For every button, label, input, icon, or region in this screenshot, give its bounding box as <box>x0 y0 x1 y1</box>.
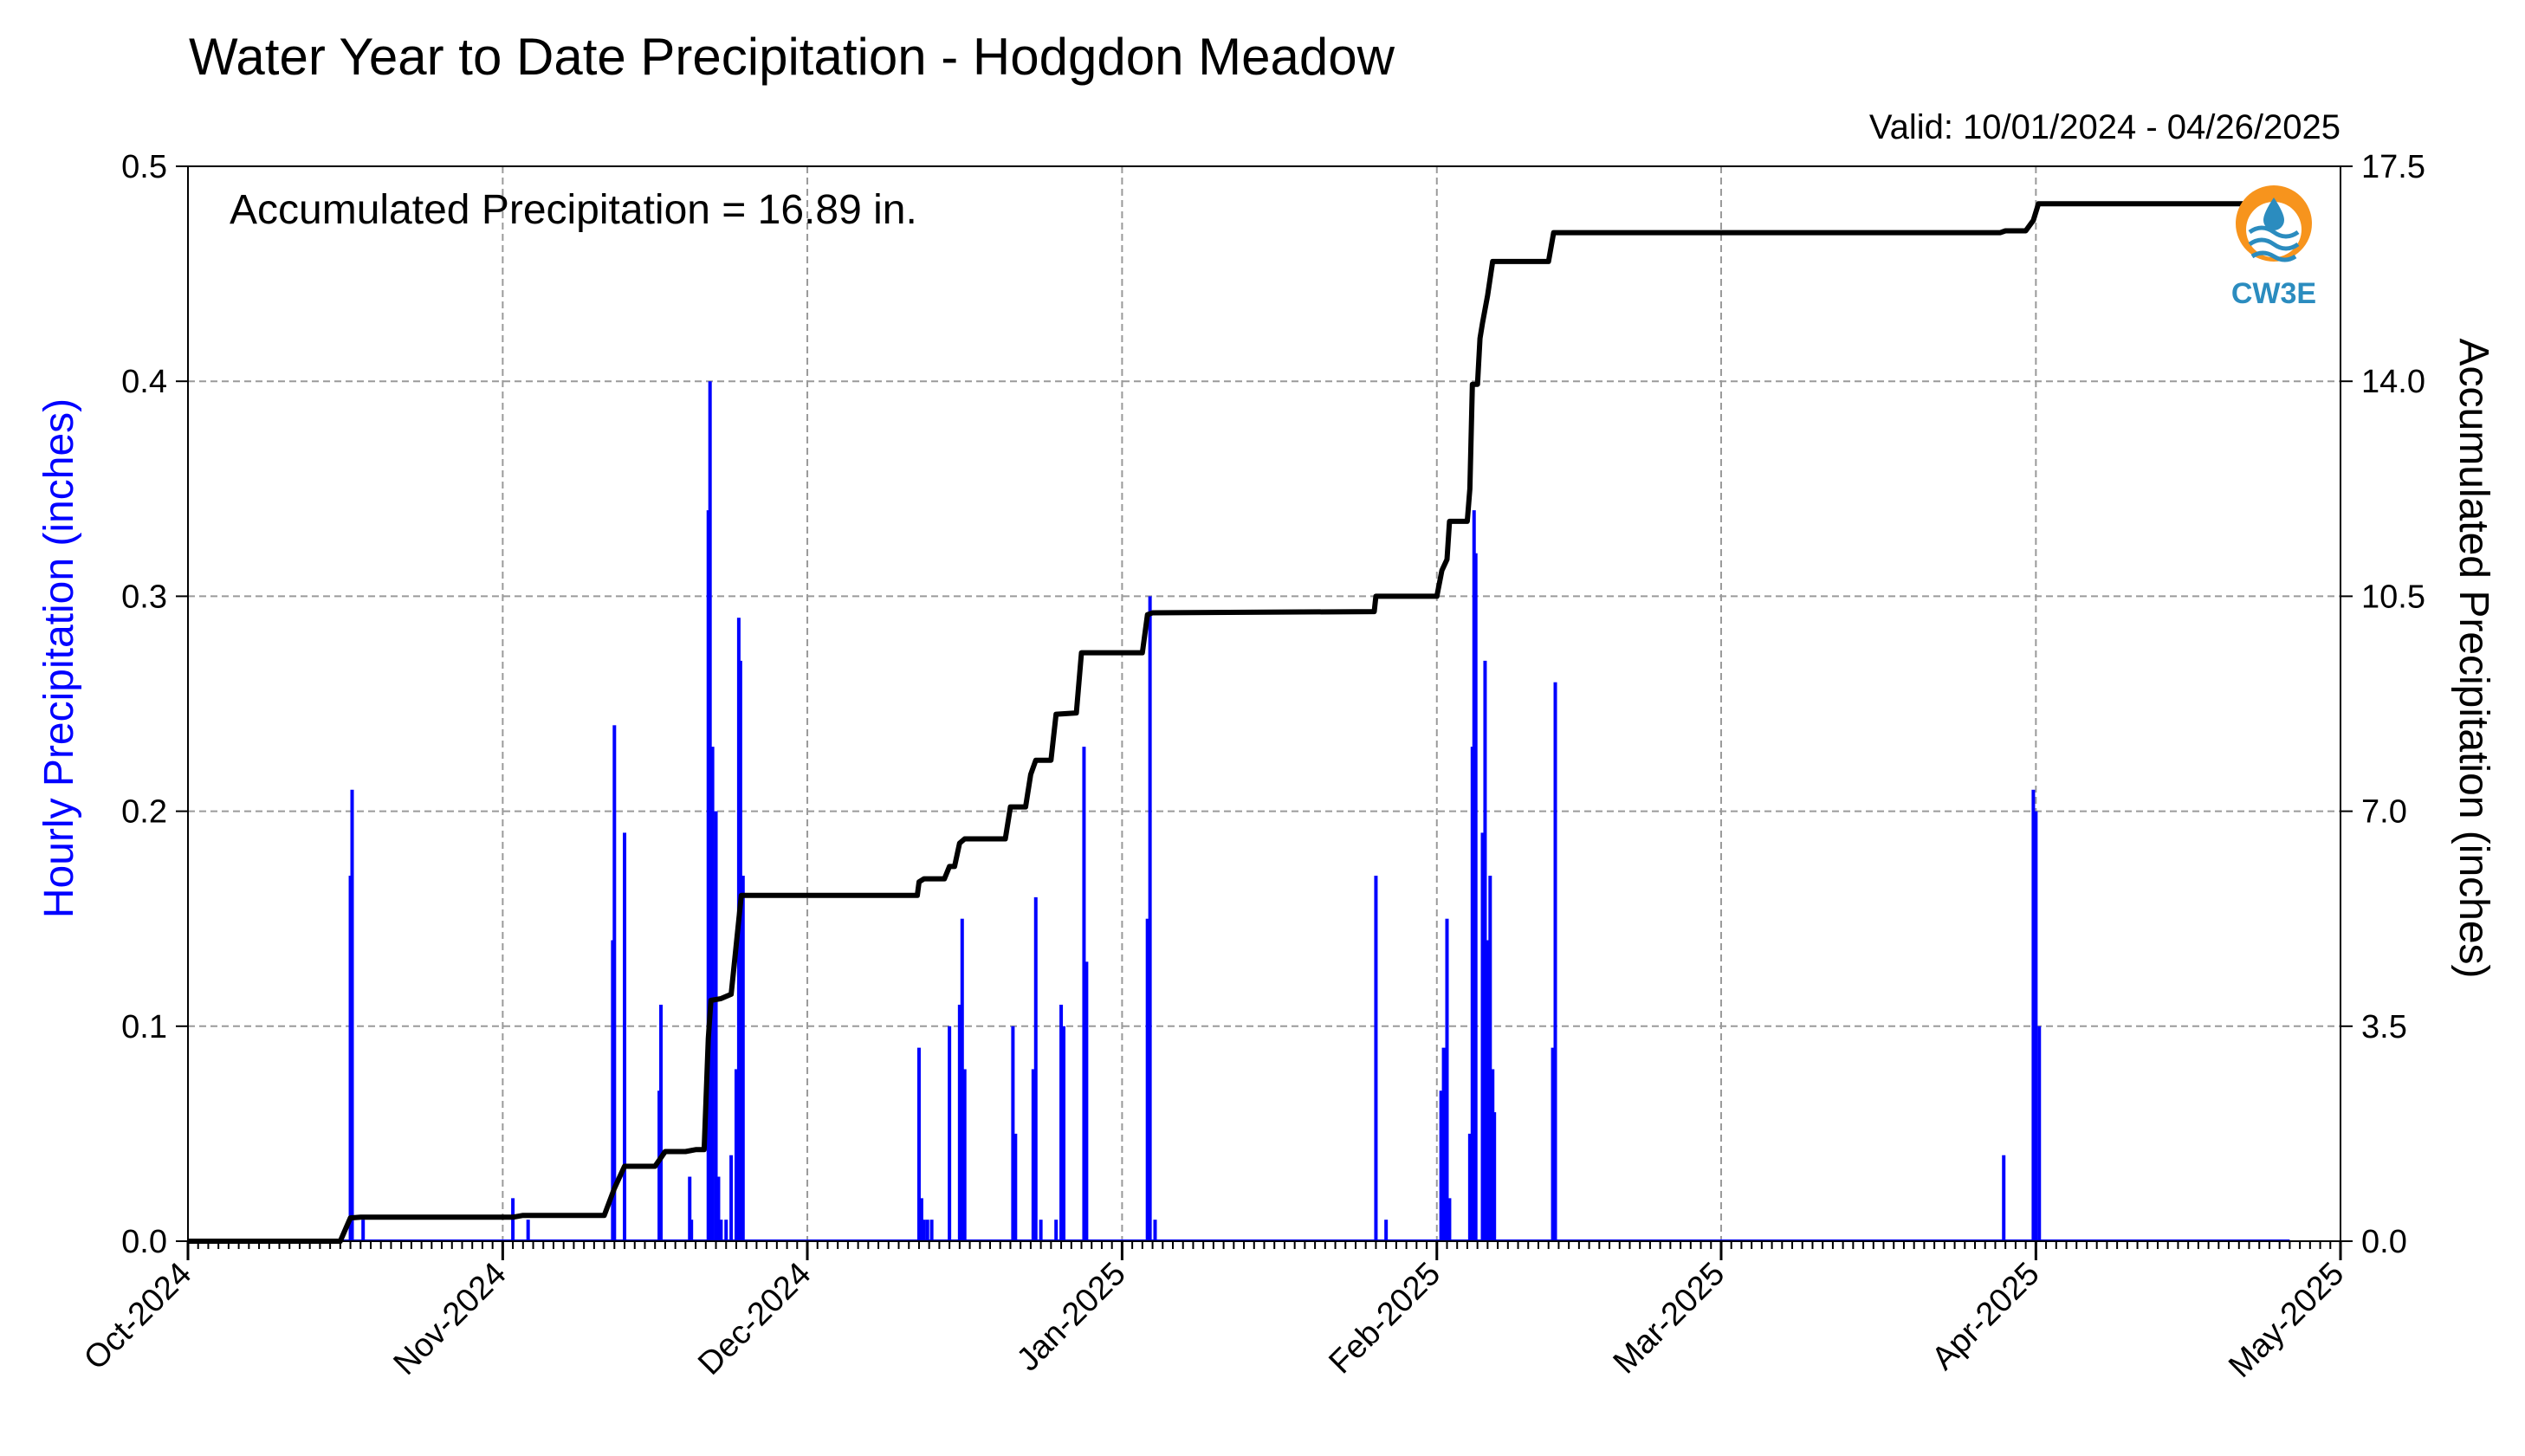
precip-bar <box>690 1220 694 1241</box>
precip-bar <box>1374 876 1378 1241</box>
precip-bar <box>716 1176 721 1241</box>
logo-drop-icon <box>2263 197 2284 230</box>
logo-waves-icon <box>2248 225 2300 262</box>
precip-bar <box>1033 896 1038 1241</box>
precip-bar <box>659 1004 664 1241</box>
x-tick-label: Apr-2025 <box>1925 1256 2046 1377</box>
y-left-tick-label: 0.0 <box>121 1224 167 1260</box>
y-right-tick-label: 3.5 <box>2361 1009 2407 1045</box>
chart-subtitle: Valid: 10/01/2024 - 04/26/2025 <box>1869 108 2340 146</box>
y-left-tick-label: 0.4 <box>121 364 167 400</box>
precip-bar <box>714 811 718 1241</box>
precip-bar <box>612 725 617 1241</box>
accumulated-annotation: Accumulated Precipitation = 16.89 in. <box>230 187 917 233</box>
precip-bar <box>1384 1220 1389 1241</box>
x-tick-label: Oct-2024 <box>77 1256 198 1377</box>
precip-bar <box>957 1004 961 1241</box>
precip-bar <box>1039 1220 1043 1241</box>
precip-bar <box>916 1047 921 1241</box>
grid <box>188 166 2340 1241</box>
precip-bar <box>1553 682 1557 1241</box>
precip-bar <box>738 660 742 1241</box>
accumulated-precip-line <box>188 201 2290 1244</box>
precip-bar <box>708 381 712 1241</box>
precip-bar <box>1473 553 1478 1241</box>
precip-bar <box>1480 832 1485 1241</box>
y-right-axis-label: Accumulated Precipitation (inches) <box>2451 338 2496 978</box>
precip-bar <box>960 918 964 1241</box>
precip-bar <box>1483 660 1487 1241</box>
precip-bar <box>2037 1026 2042 1241</box>
y-right-tick-label: 0.0 <box>2361 1224 2407 1260</box>
precip-bar <box>1082 747 1086 1241</box>
axis-ticks: 0.0 0.0 0.1 3.5 0.2 7.0 0.3 10.5 0.4 14.0 0.5 17.5 O… <box>77 149 2425 1385</box>
precip-bar <box>1551 1047 1555 1241</box>
precip-bar <box>1059 1004 1064 1241</box>
logo-text: CW3E <box>2231 277 2316 310</box>
precip-bar <box>526 1220 530 1241</box>
precip-bar <box>1031 1069 1035 1241</box>
precip-bar <box>1439 1090 1443 1241</box>
cw3e-logo: CW3E <box>2231 185 2316 310</box>
precip-bar <box>350 789 354 1241</box>
precip-bar <box>1492 1112 1497 1241</box>
precip-bar <box>1148 596 1152 1241</box>
precip-bar <box>922 1220 926 1241</box>
precip-bar <box>724 1220 728 1241</box>
y-right-tick-label: 7.0 <box>2361 794 2407 831</box>
precip-bar <box>1445 918 1449 1241</box>
precip-bar <box>1488 876 1492 1241</box>
precip-bar <box>361 1220 366 1241</box>
y-left-tick-label: 0.2 <box>121 794 167 831</box>
precip-bar <box>1486 940 1490 1241</box>
precip-bar <box>2002 1155 2006 1241</box>
precip-bar <box>962 1069 967 1241</box>
x-tick-label: Nov-2024 <box>387 1256 514 1382</box>
precip-bar <box>1011 1026 1015 1241</box>
x-tick-label: Dec-2024 <box>691 1256 818 1382</box>
precip-bar <box>1153 1220 1157 1241</box>
precip-bar <box>719 1220 723 1241</box>
precip-bar <box>1054 1220 1059 1241</box>
precip-bar <box>734 1069 738 1241</box>
y-left-tick-label: 0.1 <box>121 1009 167 1045</box>
precip-bar <box>2031 789 2036 1241</box>
chart-title: Water Year to Date Precipitation - Hodgd… <box>189 28 1395 86</box>
y-left-tick-label: 0.5 <box>121 149 167 185</box>
precip-bar <box>948 1026 952 1241</box>
precip-bar <box>623 832 627 1241</box>
precip-bar <box>1061 1026 1065 1241</box>
y-right-tick-label: 10.5 <box>2361 579 2425 615</box>
precip-bar <box>710 747 715 1241</box>
x-tick-label: Jan-2025 <box>1010 1256 1133 1379</box>
precip-bar <box>1145 918 1149 1241</box>
precip-bar <box>1467 1133 1472 1241</box>
precip-bar <box>2034 811 2038 1241</box>
precip-bar <box>919 1198 923 1241</box>
precip-bar <box>1084 961 1089 1241</box>
precip-bar <box>1447 1198 1452 1241</box>
y-right-tick-label: 17.5 <box>2361 149 2425 185</box>
precip-bar <box>929 1220 934 1241</box>
plot-frame <box>187 165 2341 1242</box>
precip-bar <box>688 1176 692 1241</box>
y-left-tick-label: 0.3 <box>121 579 167 615</box>
x-tick-label: Mar-2025 <box>1607 1256 1732 1382</box>
x-tick-label: May-2025 <box>2222 1256 2351 1385</box>
precip-bar <box>1013 1133 1018 1241</box>
precip-bar <box>1441 1047 1446 1241</box>
y-left-axis-label: Hourly Precipitation (inches) <box>36 398 82 918</box>
y-right-tick-label: 14.0 <box>2361 364 2425 400</box>
precip-bar <box>925 1220 929 1241</box>
precip-bar <box>729 1155 734 1241</box>
precip-bar <box>741 876 745 1241</box>
hourly-precip-bars <box>188 381 2290 1241</box>
x-tick-label: Feb-2025 <box>1322 1256 1447 1382</box>
